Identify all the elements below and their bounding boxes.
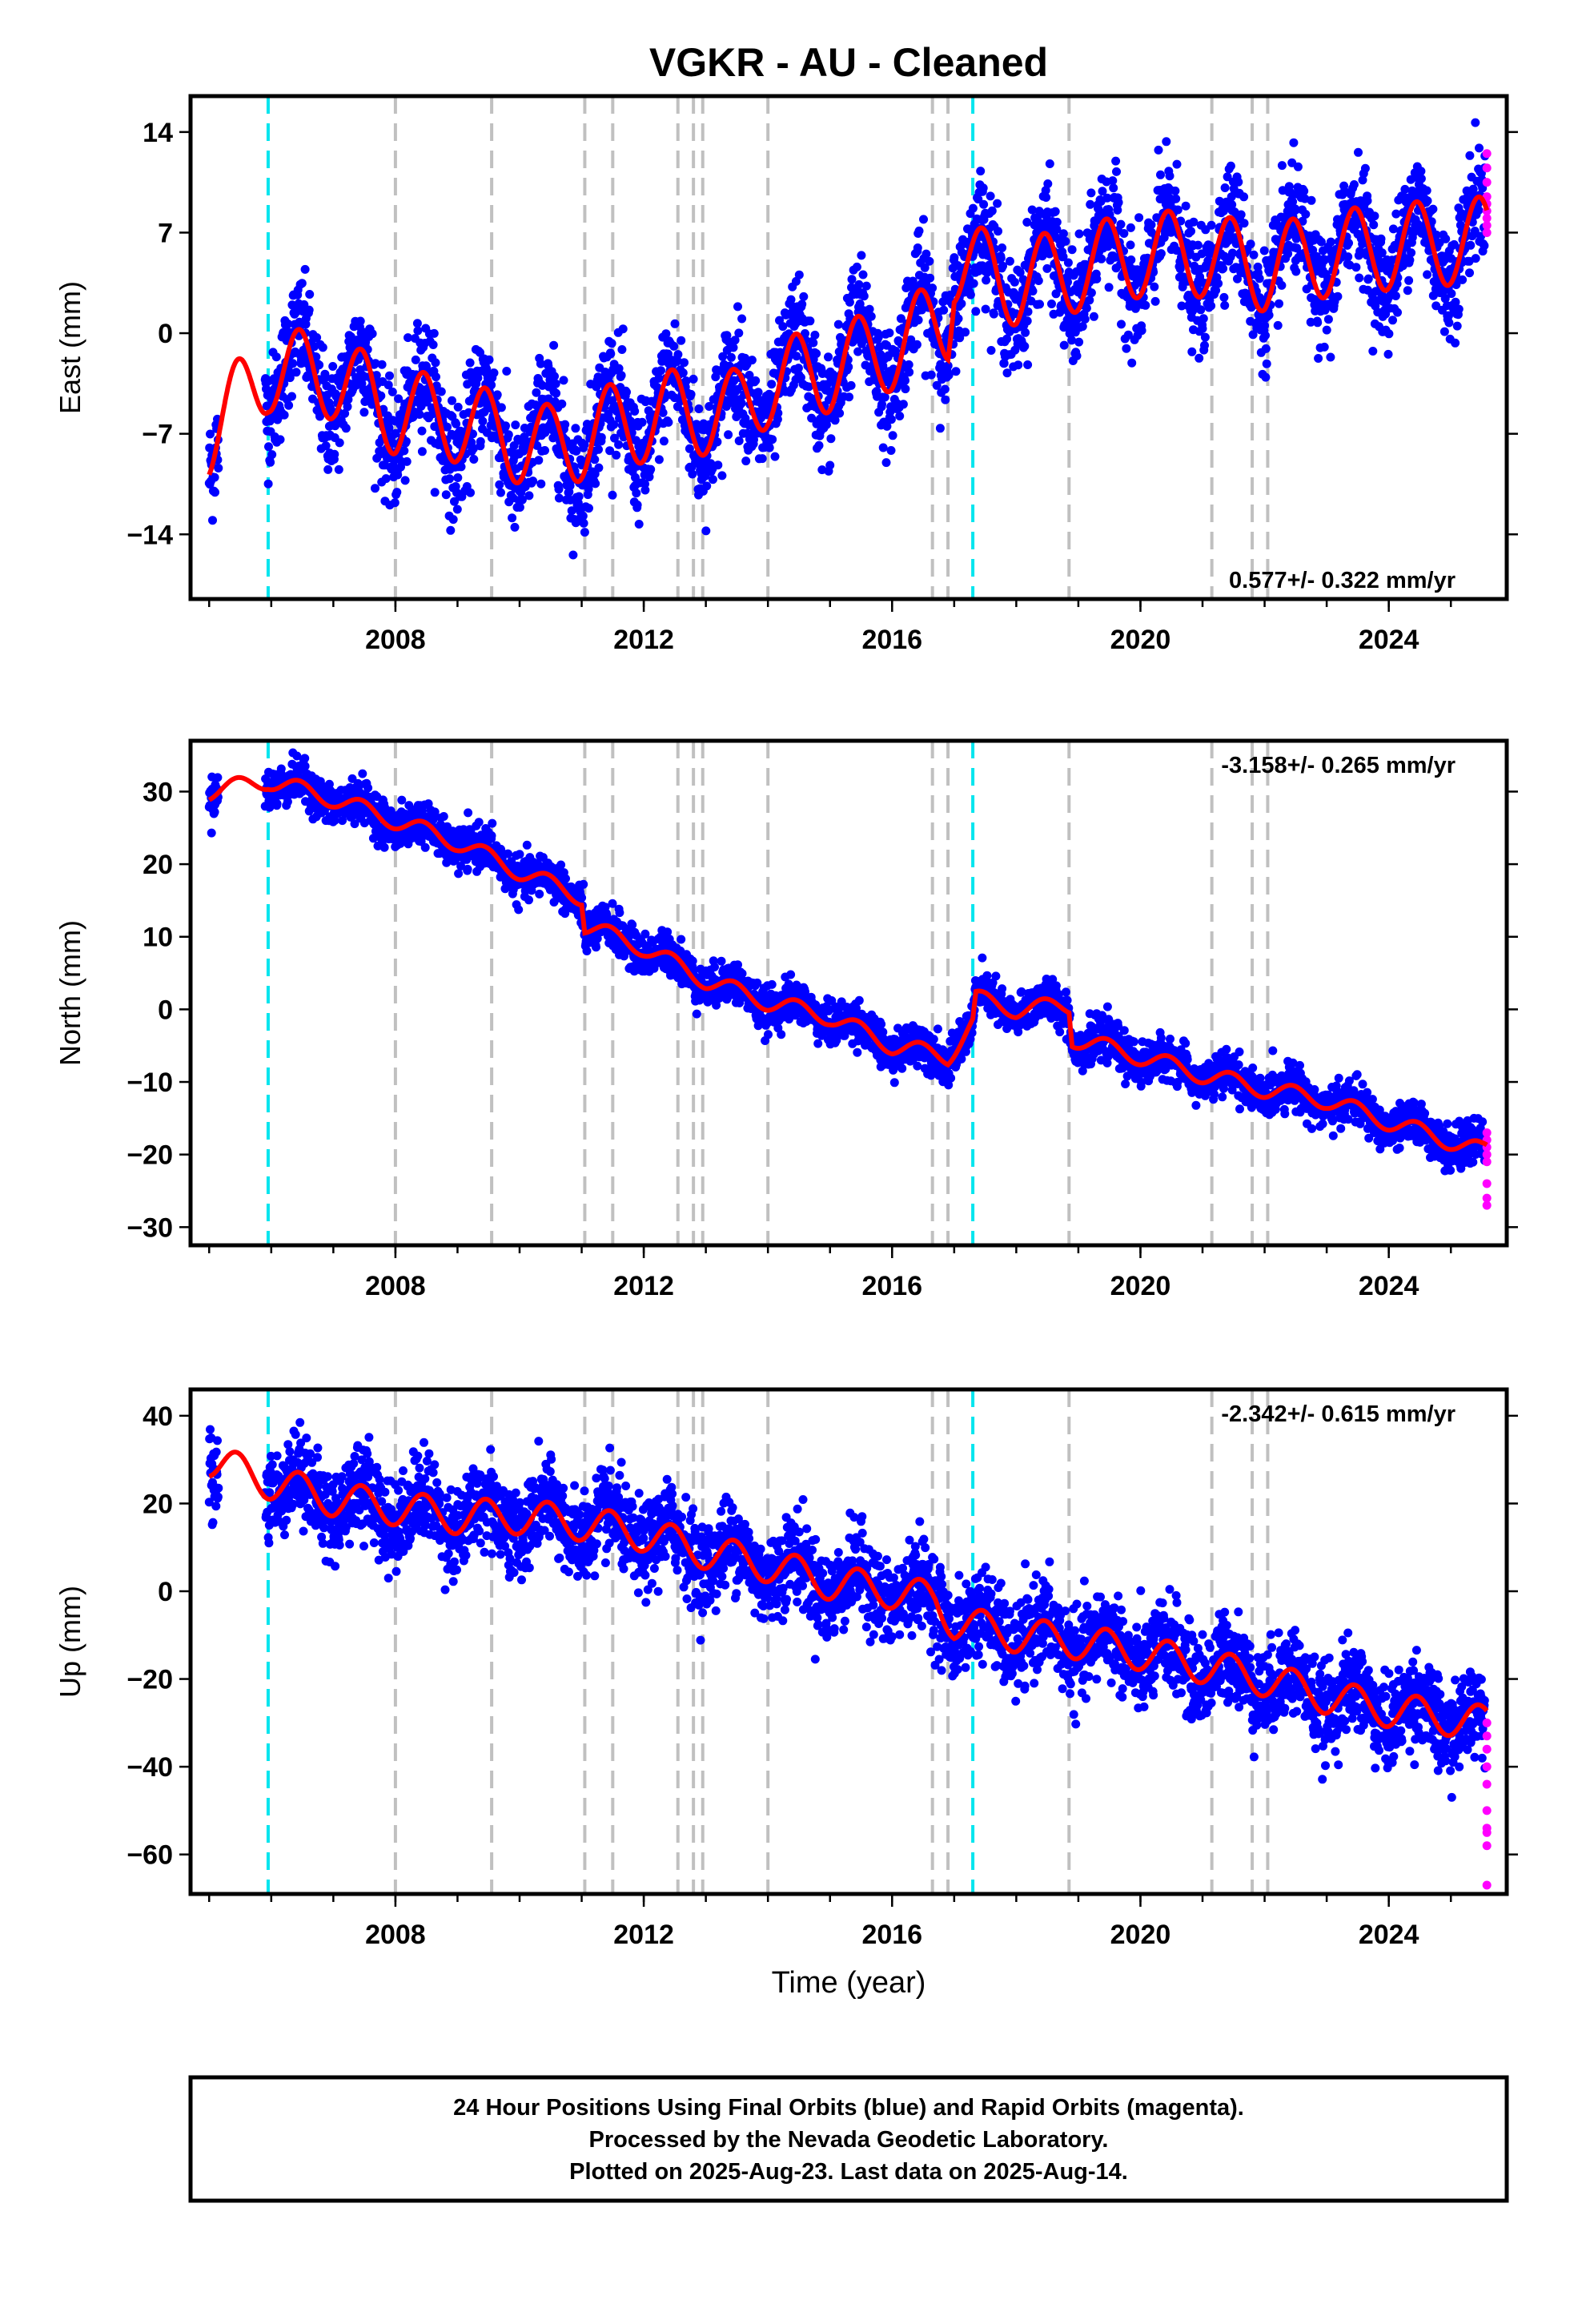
rapid-orbit-point (1482, 163, 1492, 173)
y-tick-label: 40 (143, 1401, 173, 1432)
y-tick-label: −30 (126, 1212, 173, 1243)
y-tick-label: 0 (158, 1577, 173, 1607)
x-tick-label: 2020 (1110, 625, 1171, 655)
x-tick-label: 2012 (613, 1271, 674, 1301)
north-panel: −30 −20 −10 0 10 20 30 2008 2012 2016 2020 2024 Nort… (54, 738, 1518, 1301)
rapid-orbit-point (1482, 178, 1492, 187)
panel-frame (188, 94, 1509, 601)
x-tick-label: 2016 (861, 625, 922, 655)
footer-line-1: 24 Hour Positions Using Final Orbits (bl… (453, 2095, 1244, 2121)
model-curve (207, 774, 1488, 1152)
rapid-orbit-point (1482, 1718, 1492, 1727)
y-tick-label: −20 (126, 1665, 173, 1695)
y-tick-label: −20 (126, 1140, 173, 1171)
y-tick-label: 30 (143, 777, 173, 807)
rapid-orbit-point (1482, 1779, 1492, 1789)
rapid-orbit-point (1482, 1827, 1492, 1837)
rapid-orbit-point (1482, 1841, 1492, 1851)
x-tick-label: 2008 (365, 625, 426, 655)
x-tick-label: 2008 (365, 1271, 426, 1301)
rate-label: 0.577+/- 0.322 mm/yr (1229, 568, 1456, 593)
y-axis-label: East (mm) (54, 281, 86, 414)
x-tick-label: 2016 (861, 1920, 922, 1950)
y-tick-label: 0 (158, 995, 173, 1025)
rapid-orbit-point (1482, 214, 1492, 223)
x-tick-label: 2020 (1110, 1920, 1171, 1950)
y-tick-label: −60 (126, 1840, 173, 1871)
y-axis-label: Up (mm) (54, 1586, 86, 1698)
rapid-orbit-point (1482, 1128, 1492, 1137)
x-axis-label: Time (year) (772, 1966, 926, 2000)
plot-area (204, 1389, 1492, 1894)
panel-frame (188, 1387, 1509, 1896)
y-axis-label: North (mm) (54, 920, 86, 1066)
rapid-orbit-point (1482, 1193, 1492, 1203)
y-tick-label: 14 (143, 118, 173, 148)
final-orbit-points (204, 1417, 1490, 1802)
footer-line-2: Processed by the Nevada Geodetic Laborat… (589, 2127, 1109, 2153)
footer-line-3: Plotted on 2025-Aug-23. Last data on 202… (569, 2159, 1128, 2185)
panel-frame (188, 738, 1509, 1248)
rapid-orbit-point (1482, 1744, 1492, 1754)
figure-title: VGKR - AU - Cleaned (649, 40, 1048, 85)
east-panel: −14 −7 0 7 14 2008 2012 2016 2020 2024 East (mm) 0.… (54, 94, 1518, 655)
x-tick-label: 2012 (613, 1920, 674, 1950)
rate-label: -3.158+/- 0.265 mm/yr (1221, 753, 1456, 778)
rate-label: -2.342+/- 0.615 mm/yr (1221, 1401, 1456, 1427)
rapid-orbit-point (1482, 1200, 1492, 1210)
rapid-orbit-point (1482, 1806, 1492, 1815)
plot-area (204, 741, 1492, 1245)
y-tick-label: −10 (126, 1068, 173, 1098)
footer-border (188, 2075, 1509, 2203)
x-tick-label: 2024 (1359, 1271, 1419, 1301)
rapid-orbit-point (1482, 1157, 1492, 1167)
y-tick-label: 20 (143, 1489, 173, 1519)
x-tick-label: 2024 (1359, 625, 1419, 655)
plot-area (204, 96, 1492, 599)
x-tick-label: 2020 (1110, 1271, 1171, 1301)
x-tick-label: 2016 (861, 1271, 922, 1301)
y-tick-label: −14 (126, 520, 173, 550)
x-tick-label: 2012 (613, 625, 674, 655)
y-tick-label: 10 (143, 923, 173, 953)
rapid-orbit-point (1482, 1762, 1492, 1771)
rapid-orbit-point (1482, 1880, 1492, 1890)
model-curve (208, 1449, 1489, 1739)
rapid-orbit-point (1482, 149, 1492, 159)
final-orbit-points (204, 748, 1490, 1176)
rapid-orbit-point (1482, 1179, 1492, 1188)
y-tick-label: 20 (143, 850, 173, 880)
x-tick-label: 2024 (1359, 1920, 1419, 1950)
rapid-orbit-point (1482, 1150, 1492, 1160)
y-tick-label: −40 (126, 1752, 173, 1783)
y-tick-label: 0 (158, 319, 173, 349)
x-tick-label: 2008 (365, 1920, 426, 1950)
rapid-orbit-point (1482, 220, 1492, 230)
up-panel: −60 −40 −20 0 20 40 2008 2012 2016 2020 2024 Up (mm… (54, 1387, 1518, 1950)
rapid-orbit-point (1482, 227, 1492, 237)
model-curve (207, 194, 1490, 486)
rapid-orbit-point (1482, 1731, 1492, 1741)
y-tick-label: −7 (142, 420, 173, 450)
y-tick-label: 7 (158, 218, 173, 248)
footer-box: 24 Hour Positions Using Final Orbits (bl… (188, 2075, 1509, 2203)
